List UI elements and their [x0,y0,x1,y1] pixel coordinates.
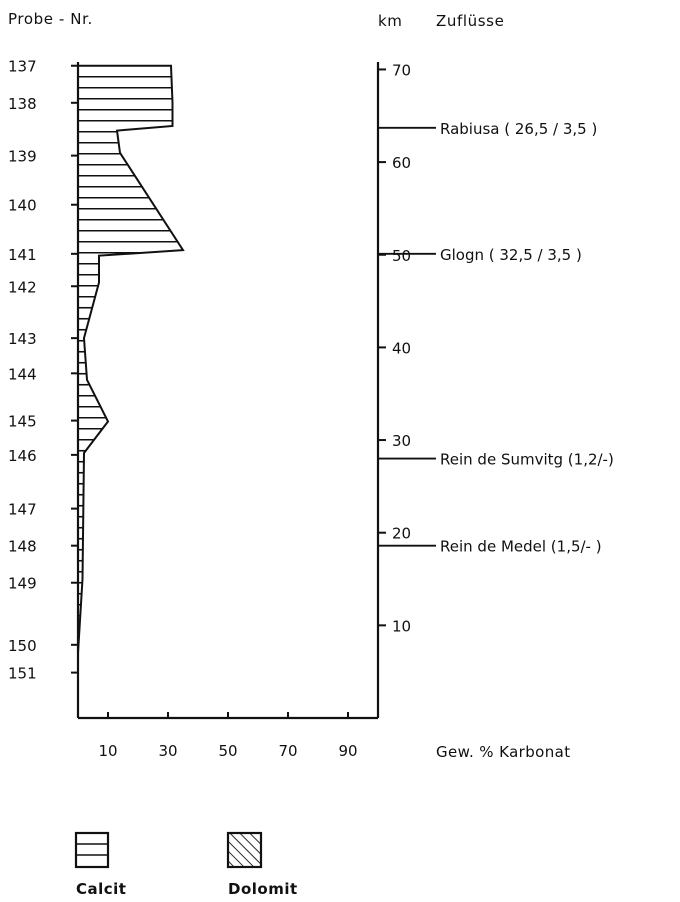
km-label: 10 [392,617,411,635]
tributaries: Rabiusa ( 26,5 / 3,5 ) Glogn ( 32,5 / 3,5… [378,120,614,556]
legend-item-calcit: Calcit [74,831,126,898]
km-ticks: 10 20 30 40 50 60 70 [378,61,411,635]
km-label: 70 [392,61,411,79]
legend-label-calcit: Calcit [76,880,126,898]
sample-label: 139 [8,148,37,166]
x-tick-label: 70 [278,742,297,760]
km-label: 50 [392,247,411,265]
legend-label-dolomit: Dolomit [228,880,298,898]
sample-label: 144 [8,365,37,383]
legend-swatch-dolomit [226,831,263,869]
sample-label: 142 [8,278,37,296]
sample-label: 140 [8,197,37,215]
sample-label: 146 [8,447,37,465]
legend-swatch-calcit [74,831,110,869]
km-label: 40 [392,339,411,357]
legend-item-dolomit: Dolomit [226,831,298,898]
x-tick-label: 30 [158,742,177,760]
sample-label: 145 [8,413,37,431]
sample-label: 143 [8,330,37,348]
tributary-label: Rein de Medel (1,5/- ) [440,538,602,556]
km-label: 20 [392,525,411,543]
tributary-label: Glogn ( 32,5 / 3,5 ) [440,246,582,264]
sample-label: 149 [8,575,37,593]
sample-label: 137 [8,58,37,76]
sample-label: 151 [8,665,37,683]
right-axis-title: km [378,12,403,30]
calcit-hatch-lines [78,75,178,617]
sample-ticks: 137 138 139 140 141 142 143 144 145 146 147 148 149 1… [8,58,79,683]
sample-label: 147 [8,501,37,519]
km-label: 60 [392,154,411,172]
sample-label: 141 [8,246,37,264]
x-tick-label: 90 [338,742,357,760]
x-ticks: 10 30 50 70 90 [98,712,379,760]
sample-label: 138 [8,95,37,113]
km-label: 30 [392,432,411,450]
x-tick-label: 10 [98,742,117,760]
x-axis-label: Gew. % Karbonat [436,743,571,761]
tributary-label: Rabiusa ( 26,5 / 3,5 ) [440,120,597,138]
legend: Calcit Dolomit [74,831,298,898]
x-tick-label: 50 [218,742,237,760]
calcit-area [77,64,185,654]
tributary-label: Rein de Sumvitg (1,2/-) [440,451,614,469]
left-axis-title: Probe - Nr. [8,10,93,28]
sample-label: 148 [8,538,37,556]
tributaries-title: Zuflüsse [436,12,504,30]
sample-label: 150 [8,637,37,655]
